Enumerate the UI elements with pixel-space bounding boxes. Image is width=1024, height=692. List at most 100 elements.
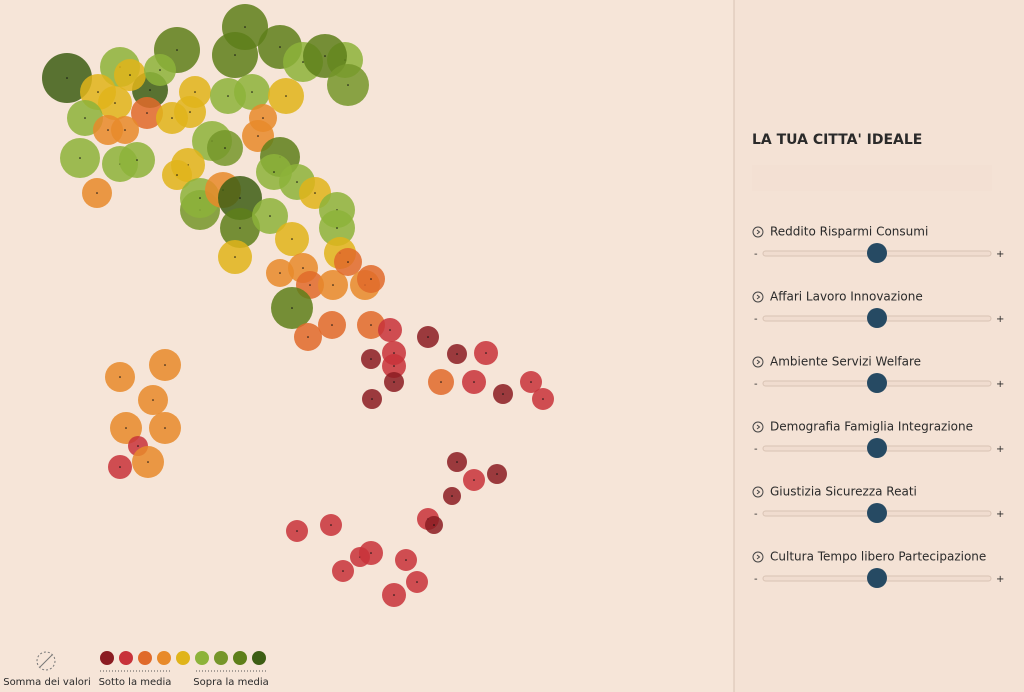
city-dot [129,74,131,76]
info-icon[interactable] [752,226,764,238]
city-dot [473,381,475,383]
legend-swatch [138,651,152,665]
slider-thumb[interactable] [867,503,887,523]
city-dot [251,91,253,93]
city-dot [389,329,391,331]
slider-min: - [754,444,758,455]
legend-below: Sotto la media [99,677,172,688]
slider-max: + [996,509,1004,520]
slider-max: + [996,314,1004,325]
slider-label: Ambiente Servizi Welfare [770,355,921,369]
slider-thumb[interactable] [867,308,887,328]
city-dot [279,272,281,274]
slider-label: Affari Lavoro Innovazione [770,290,923,304]
slider-thumb[interactable] [867,373,887,393]
city-dot [107,129,109,131]
slider-max: + [996,249,1004,260]
city-dot [159,69,161,71]
city-dot [496,473,498,475]
city-dot [440,381,442,383]
city-dot [347,84,349,86]
slider-thumb[interactable] [867,243,887,263]
info-icon[interactable] [752,486,764,498]
city-dot [234,256,236,258]
city-dot [84,117,86,119]
city-dot [330,524,332,526]
city-dot [234,54,236,56]
legend-swatch [157,651,171,665]
info-icon[interactable] [752,551,764,563]
city-dot [189,111,191,113]
city-dot [176,49,178,51]
city-dot [530,381,532,383]
slider-min: - [754,314,758,325]
city-dot [307,336,309,338]
city-dot [371,398,373,400]
legend-swatch [119,651,133,665]
info-icon[interactable] [752,421,764,433]
city-dot [433,524,435,526]
city-dot [152,399,154,401]
city-dot [502,393,504,395]
city-dot [149,89,151,91]
city-dot [393,381,395,383]
city-dot [342,570,344,572]
city-dot [456,461,458,463]
city-dot [473,479,475,481]
slider-thumb[interactable] [867,438,887,458]
city-dot [456,353,458,355]
city-dot [79,157,81,159]
info-chevron [756,424,761,430]
city-dot [239,227,241,229]
city-dot [285,95,287,97]
city-dot [485,352,487,354]
info-icon[interactable] [752,291,764,303]
city-dot [314,192,316,194]
legend-swatch [100,651,114,665]
city-dot [291,307,293,309]
city-dot [427,336,429,338]
sum-icon-slash [39,654,53,668]
city-dot [114,102,116,104]
slider-max: + [996,379,1004,390]
legend-swatch [252,651,266,665]
city-dot [176,174,178,176]
city-dot [370,552,372,554]
slider-label: Demografia Famiglia Integrazione [770,420,973,434]
slider-max: + [996,574,1004,585]
city-dot [171,117,173,119]
slider-min: - [754,509,758,520]
city-dot [347,261,349,263]
legend-swatch [233,651,247,665]
city-dot [96,192,98,194]
city-dot [147,461,149,463]
city-dot [273,171,275,173]
slider-label: Giustizia Sicurezza Reati [770,485,917,499]
slider-min: - [754,249,758,260]
legend-swatch [195,651,209,665]
city-dot [119,466,121,468]
city-dot [136,159,138,161]
slider-label: Cultura Tempo libero Partecipazione [770,550,986,564]
city-dot [324,55,326,57]
city-dot [66,77,68,79]
sliders: Reddito Risparmi Consumi - + Affari Lavoro … [752,225,1004,588]
city-dot [332,284,334,286]
city-dot [262,117,264,119]
city-dot [164,427,166,429]
city-dot [224,147,226,149]
slider-thumb[interactable] [867,568,887,588]
info-icon[interactable] [752,356,764,368]
search-box[interactable] [752,165,992,191]
slider-label: Reddito Risparmi Consumi [770,225,928,239]
legend-swatch [214,651,228,665]
city-dot [194,91,196,93]
city-dot [296,181,298,183]
city-dot [370,324,372,326]
sidebar-title: LA TUA CITTA' IDEALE [752,132,922,148]
city-dot [119,376,121,378]
info-chevron [756,489,761,495]
city-dot [244,26,246,28]
